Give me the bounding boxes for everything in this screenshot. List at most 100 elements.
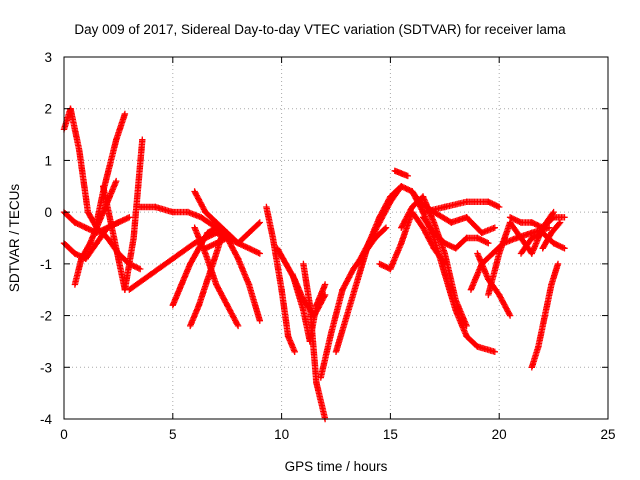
data-point-marker (366, 238, 373, 245)
data-point-marker (491, 224, 498, 231)
data-point-marker (491, 348, 498, 355)
series-arc-19 (332, 183, 405, 355)
data-point-marker (228, 310, 235, 317)
data-point-marker (348, 268, 356, 275)
data-point-marker (139, 136, 146, 143)
x-tick-label: 0 (60, 427, 68, 442)
data-point-marker (217, 289, 224, 296)
series-arc-13 (202, 234, 263, 324)
series-arc-10 (187, 229, 226, 330)
y-tick-label: 1 (44, 153, 52, 168)
data-point-marker (382, 224, 390, 231)
data-point-marker (234, 322, 242, 330)
data-point-marker (126, 214, 133, 221)
x-tick-label: 25 (600, 427, 615, 442)
data-point-marker (220, 295, 227, 302)
grid-lines (64, 57, 608, 419)
series-arc-9 (169, 224, 220, 309)
data-point-marker (232, 317, 239, 324)
series-arc-20 (354, 183, 427, 268)
data-point-marker (475, 253, 482, 260)
data-point-marker (381, 225, 389, 232)
data-point-marker (497, 294, 504, 301)
data-point-marker (561, 245, 568, 252)
plot-frame (63, 56, 609, 420)
series-arc-17 (300, 260, 329, 423)
data-point-marker (546, 224, 553, 231)
data-point-marker (256, 250, 263, 257)
x-tick-label: 5 (169, 427, 177, 442)
data-point-marker (399, 183, 406, 191)
series-arc-27 (419, 198, 503, 216)
data-point-marker (345, 274, 353, 281)
data-point-marker (231, 315, 238, 323)
data-point-marker (420, 225, 427, 233)
x-tick-label: 15 (383, 427, 398, 442)
y-tick-label: -3 (40, 360, 52, 375)
data-point-marker (221, 296, 228, 303)
data-point-marker (506, 311, 513, 318)
data-point-marker (506, 312, 514, 319)
data-point-marker (340, 283, 348, 291)
data-markers (60, 105, 568, 423)
series-arc-6 (100, 136, 146, 293)
series-arc-12 (191, 188, 263, 247)
data-point-marker (494, 203, 501, 210)
data-point-marker (501, 301, 508, 308)
data-point-marker (556, 219, 564, 226)
chart-title: Day 009 of 2017, Sidereal Day-to-day VTE… (74, 22, 566, 37)
series-arc-34 (539, 219, 564, 252)
data-point-marker (535, 231, 542, 238)
x-axis-label: GPS time / hours (285, 459, 388, 474)
data-point-marker (113, 177, 120, 185)
data-point-marker (404, 172, 411, 180)
data-point-marker (256, 219, 263, 226)
data-point-marker (134, 264, 141, 271)
series-arc-24 (419, 214, 492, 252)
data-point-marker (498, 295, 505, 303)
data-point-marker (137, 265, 144, 273)
data-point-marker (496, 203, 503, 211)
y-tick-label: 2 (44, 102, 52, 117)
data-point-marker (321, 281, 329, 288)
data-point-marker (406, 209, 413, 216)
data-point-marker (291, 348, 298, 355)
y-axis-label: SDTVAR / TECUs (7, 184, 22, 293)
series-arc-30 (474, 250, 514, 319)
data-point-marker (554, 260, 562, 268)
data-point-marker (481, 238, 488, 245)
data-point-marker (234, 321, 241, 328)
data-point-marker (529, 247, 537, 254)
y-tick-label: -2 (40, 309, 52, 324)
series-arc-32 (528, 260, 562, 371)
data-point-marker (200, 204, 207, 212)
data-point-marker (73, 219, 80, 227)
data-point-marker (355, 259, 362, 266)
data-point-marker (192, 189, 199, 196)
data-point-marker (556, 220, 563, 227)
data-point-marker (115, 219, 122, 226)
x-tick-label: 10 (274, 427, 289, 442)
series-arc-11 (191, 224, 242, 330)
data-point-marker (417, 204, 425, 212)
series-arc-26 (409, 188, 498, 355)
data-point-marker (358, 253, 365, 261)
y-tick-label: -1 (40, 257, 52, 272)
series-arc-7 (126, 229, 263, 293)
y-tick-label: 0 (44, 205, 52, 220)
data-point-marker (483, 239, 491, 246)
data-point-marker (535, 222, 542, 229)
data-point-marker (561, 214, 568, 221)
data-point-marker (372, 226, 380, 233)
data-point-marker (211, 225, 219, 232)
data-point-marker (321, 291, 329, 299)
data-point-marker (369, 231, 377, 239)
data-point-marker (516, 218, 523, 225)
data-point-marker (121, 110, 129, 118)
series-arc-1 (60, 105, 144, 273)
data-point-marker (472, 275, 479, 282)
data-point-marker (234, 254, 241, 261)
y-tick-label: -4 (40, 412, 52, 427)
series-arc-14 (263, 203, 298, 355)
